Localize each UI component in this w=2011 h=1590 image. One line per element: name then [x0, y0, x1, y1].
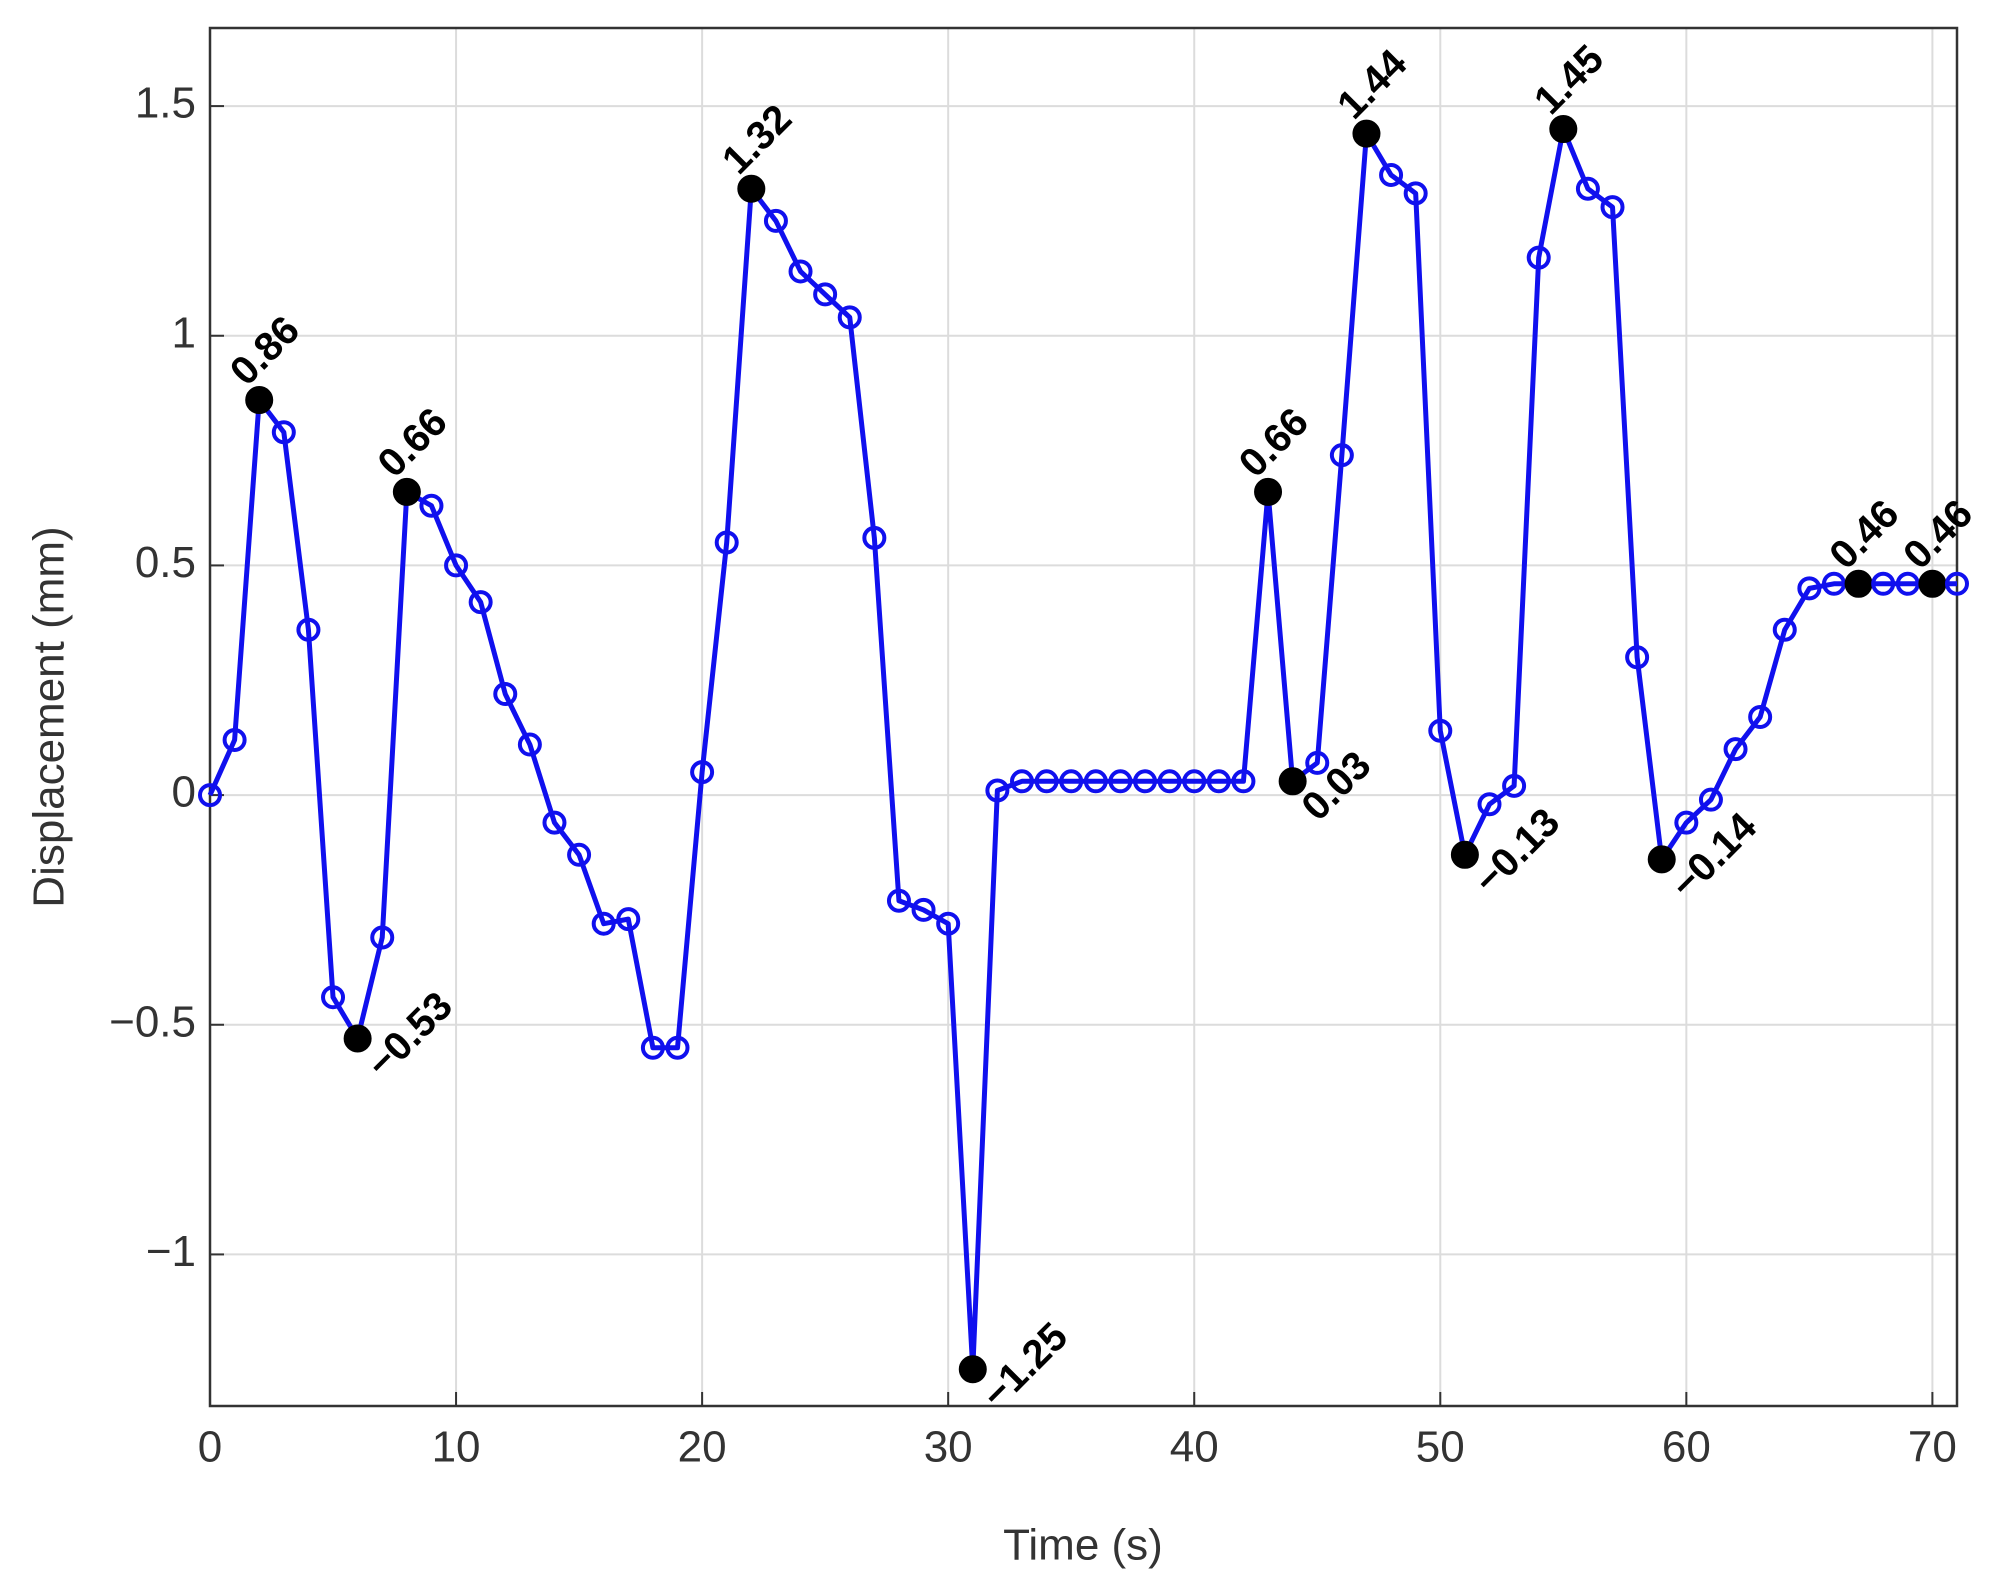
- highlight-marker: [737, 174, 766, 203]
- data-marker: [591, 911, 616, 936]
- data-marker: [1182, 769, 1207, 794]
- highlight-marker: [1844, 569, 1873, 598]
- plot-area: [210, 28, 1957, 1406]
- data-marker: [1600, 195, 1625, 220]
- data-marker: [1231, 769, 1256, 794]
- data-marker: [419, 493, 444, 518]
- data-marker: [1723, 737, 1748, 762]
- y-tick-label: 1.5: [135, 79, 196, 128]
- data-marker: [1526, 245, 1551, 270]
- data-marker: [1502, 773, 1527, 798]
- highlight-marker: [1254, 477, 1283, 506]
- data-marker: [1083, 769, 1108, 794]
- data-marker: [1698, 787, 1723, 812]
- data-marker: [1575, 176, 1600, 201]
- data-marker: [665, 1035, 690, 1060]
- x-tick-label: 20: [678, 1423, 727, 1472]
- data-marker: [198, 783, 222, 808]
- x-tick-label: 40: [1170, 1423, 1219, 1472]
- y-tick-label: −0.5: [109, 997, 196, 1046]
- data-marker: [1625, 645, 1650, 670]
- data-marker: [1748, 705, 1773, 729]
- data-marker: [1206, 769, 1231, 794]
- data-marker: [1133, 769, 1158, 794]
- data-marker: [567, 842, 592, 867]
- data-marker: [1797, 576, 1822, 601]
- data-marker: [1674, 810, 1699, 835]
- data-marker: [1329, 443, 1354, 468]
- highlight-marker: [1352, 119, 1381, 148]
- plot-frame: [208, 26, 1959, 1408]
- highlight-marker: [245, 386, 274, 415]
- data-marker: [837, 305, 862, 330]
- highlight-marker: [392, 477, 421, 506]
- y-tick-label: 0.5: [135, 538, 196, 587]
- data-marker: [763, 208, 788, 233]
- data-marker: [321, 985, 346, 1010]
- highlight-marker: [1450, 840, 1479, 869]
- x-tick-label: 0: [198, 1423, 222, 1472]
- data-marker: [296, 617, 321, 642]
- data-marker: [468, 590, 493, 615]
- data-marker: [1108, 769, 1133, 794]
- data-marker: [1871, 571, 1896, 596]
- data-marker: [1034, 769, 1059, 794]
- data-marker: [1157, 769, 1182, 794]
- data-marker: [1772, 617, 1797, 642]
- data-marker: [1379, 162, 1404, 187]
- highlight-marker: [958, 1355, 987, 1384]
- data-marker: [370, 925, 395, 950]
- x-tick-label: 60: [1662, 1423, 1711, 1472]
- data-marker: [517, 732, 542, 757]
- data-marker: [788, 259, 813, 284]
- data-marker: [862, 525, 887, 550]
- y-tick-label: −1: [146, 1227, 196, 1276]
- data-marker: [1477, 792, 1502, 817]
- data-marker: [271, 420, 296, 445]
- data-marker: [886, 888, 911, 913]
- data-marker: [813, 282, 838, 307]
- data-marker: [690, 760, 715, 785]
- x-tick-label: 70: [1908, 1423, 1957, 1472]
- x-tick-label: 10: [432, 1423, 481, 1472]
- data-marker: [542, 810, 567, 835]
- highlight-marker: [1549, 115, 1578, 144]
- data-marker: [911, 897, 936, 922]
- data-marker: [444, 553, 469, 578]
- data-marker: [714, 530, 739, 555]
- data-marker: [1009, 769, 1034, 794]
- x-axis-label: Time (s): [1003, 1521, 1163, 1570]
- data-marker: [1428, 718, 1453, 743]
- data-marker: [640, 1035, 665, 1060]
- data-marker: [222, 727, 247, 752]
- data-marker: [936, 911, 961, 936]
- y-tick-label: 0: [172, 768, 196, 817]
- data-marker: [1945, 571, 1969, 596]
- highlight-marker: [343, 1024, 372, 1053]
- data-marker: [985, 778, 1010, 803]
- y-axis-label: Displacement (mm): [25, 526, 74, 907]
- x-tick-label: 50: [1416, 1423, 1465, 1472]
- data-marker: [616, 907, 641, 932]
- highlight-marker: [1647, 845, 1676, 874]
- x-tick-label: 30: [924, 1423, 973, 1472]
- data-marker: [493, 682, 518, 707]
- highlight-marker: [1278, 767, 1307, 796]
- data-marker: [1059, 769, 1084, 794]
- highlight-marker: [1918, 569, 1947, 598]
- data-marker: [1305, 750, 1330, 775]
- data-marker: [1821, 571, 1846, 596]
- y-tick-label: 1: [172, 308, 196, 357]
- data-marker: [1403, 181, 1428, 206]
- data-marker: [1895, 571, 1920, 596]
